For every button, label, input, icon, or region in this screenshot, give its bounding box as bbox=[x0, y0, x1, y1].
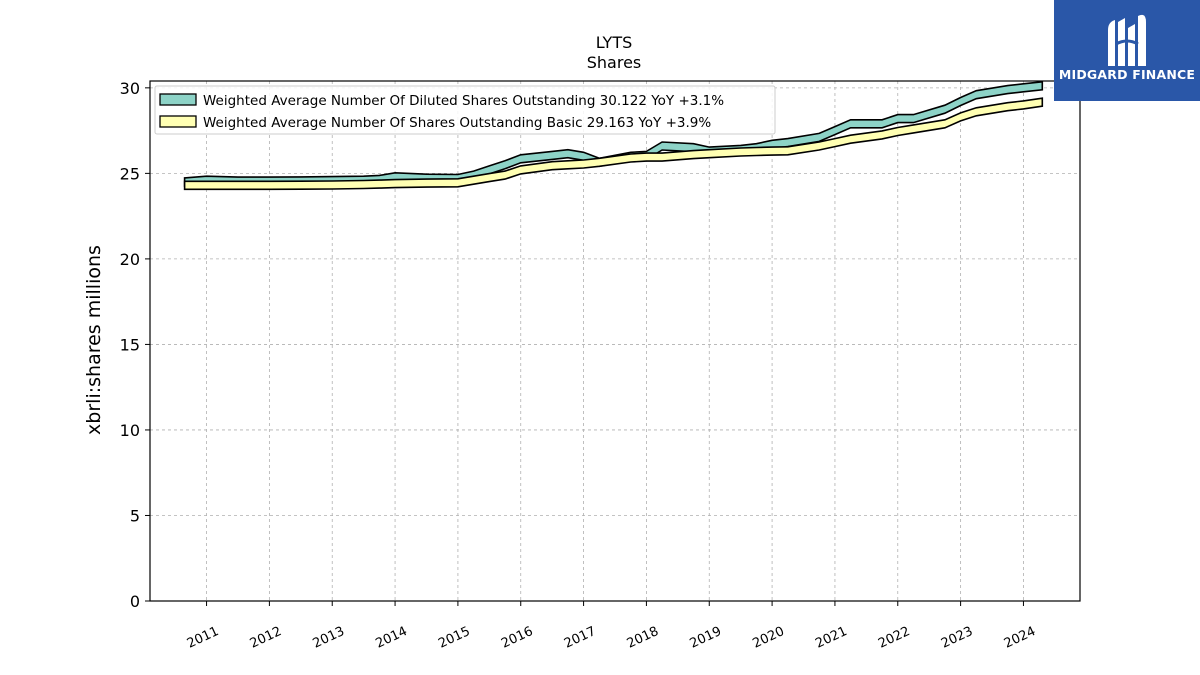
y-tick-label: 0 bbox=[130, 592, 140, 611]
x-tick-label: 2017 bbox=[562, 624, 598, 652]
midgard-logo-icon bbox=[1108, 14, 1146, 66]
x-tick-label: 2022 bbox=[876, 624, 912, 652]
legend-swatch-diluted bbox=[159, 93, 197, 106]
grid bbox=[150, 81, 1080, 602]
midgard-finance-logo: MIDGARD FINANCE bbox=[1054, 0, 1200, 101]
x-tick-label: 2011 bbox=[185, 624, 221, 652]
series-basic-band bbox=[183, 97, 1044, 191]
x-tick-label: 2020 bbox=[750, 624, 786, 652]
x-axis-ticks: 2011 2012 2013 2014 2015 2016 2017 2018 2019 2020… bbox=[185, 601, 1038, 652]
x-tick-label: 2024 bbox=[1002, 624, 1038, 652]
legend-swatch-basic bbox=[159, 115, 197, 128]
y-tick-label: 15 bbox=[120, 335, 140, 354]
y-tick-label: 10 bbox=[120, 421, 140, 440]
legend-label-basic: Weighted Average Number Of Shares Outsta… bbox=[203, 115, 711, 131]
x-tick-label: 2013 bbox=[311, 624, 347, 652]
x-tick-label: 2015 bbox=[436, 624, 472, 652]
chart-title: LYTS bbox=[596, 33, 633, 52]
x-tick-label: 2018 bbox=[625, 624, 661, 652]
y-tick-label: 5 bbox=[130, 506, 140, 525]
chart-subtitle: Shares bbox=[587, 53, 642, 72]
legend-box bbox=[154, 85, 776, 135]
y-tick-label: 20 bbox=[120, 250, 140, 269]
series-areas bbox=[183, 80, 1044, 191]
x-tick-label: 2021 bbox=[813, 624, 849, 652]
y-tick-label: 25 bbox=[120, 164, 140, 183]
x-tick-label: 2016 bbox=[499, 624, 535, 652]
x-tick-label: 2019 bbox=[688, 624, 724, 652]
logo-text: MIDGARD FINANCE bbox=[1058, 67, 1196, 82]
x-tick-label: 2023 bbox=[939, 624, 975, 652]
x-tick-label: 2014 bbox=[373, 624, 409, 652]
y-axis-ticks: 0 5 10 15 20 25 30 bbox=[120, 79, 150, 611]
legend: Weighted Average Number Of Diluted Share… bbox=[154, 85, 776, 135]
y-axis-label: xbrli:shares millions bbox=[83, 245, 105, 435]
plot-frame bbox=[149, 80, 1081, 602]
legend-label-diluted: Weighted Average Number Of Diluted Share… bbox=[203, 93, 724, 109]
x-tick-label: 2012 bbox=[248, 624, 284, 652]
y-tick-label: 30 bbox=[120, 79, 140, 98]
